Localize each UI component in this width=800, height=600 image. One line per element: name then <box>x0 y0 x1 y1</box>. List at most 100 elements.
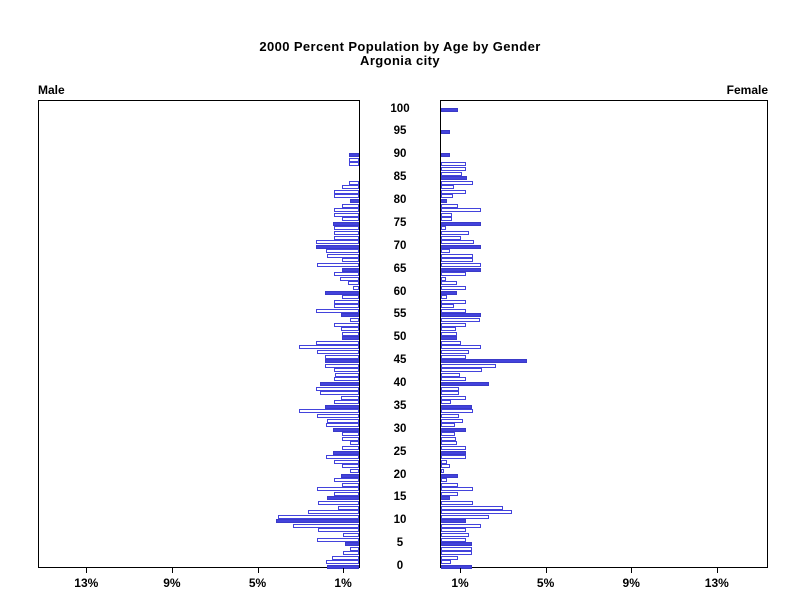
female-bars-panel <box>440 100 768 569</box>
female-tick-5 <box>545 568 547 573</box>
female-bar-age-76 <box>441 217 452 222</box>
male-bar-age-88 <box>349 162 359 167</box>
female-bar-age-36 <box>441 400 451 405</box>
female-bar-age-33 <box>441 414 460 419</box>
male-bar-age-59 <box>341 295 359 300</box>
age-axis-labels: 0 5 10 15 20 25 30 35 40 45 50 55 60 65 70 75 80 85 90 95 10… <box>360 0 440 600</box>
male-bar-age-56 <box>316 308 359 313</box>
male-bar-age-66 <box>317 263 359 268</box>
male-bar-age-52 <box>340 327 359 332</box>
female-bar-age-71 <box>441 240 475 245</box>
female-bar-age-68 <box>441 253 474 258</box>
female-bar-age-45 <box>441 359 527 364</box>
male-bar-age-27 <box>350 441 359 446</box>
male-bar-age-38 <box>320 391 359 396</box>
chart-title-line1: 2000 Percent Population by Age by Gender <box>259 39 541 54</box>
male-bar-age-73 <box>334 231 359 236</box>
female-bar-age-28 <box>441 436 456 441</box>
male-bar-age-14 <box>318 500 359 505</box>
male-bar-age-46 <box>324 354 359 359</box>
female-bar-age-1 <box>441 560 451 565</box>
female-bar-age-59 <box>441 295 448 300</box>
male-bar-age-15 <box>326 496 359 501</box>
male-bar-age-49 <box>316 340 359 345</box>
male-bar-age-58 <box>334 299 359 304</box>
male-bar-age-43 <box>334 368 359 373</box>
female-bar-age-17 <box>441 487 474 492</box>
male-bar-age-10 <box>276 519 359 524</box>
female-bar-age-7 <box>441 532 469 537</box>
female-tick-label-13%: 13% <box>704 576 729 590</box>
male-bar-age-67 <box>341 258 359 263</box>
male-bar-age-84 <box>349 180 359 185</box>
male-bar-age-34 <box>299 409 359 414</box>
male-bar-age-78 <box>334 208 359 213</box>
female-bar-age-10 <box>441 519 467 524</box>
female-bar-age-58 <box>441 299 466 304</box>
female-bar-age-56 <box>441 308 466 313</box>
male-bar-age-20 <box>340 473 359 478</box>
female-bar-age-24 <box>441 455 467 460</box>
female-bar-age-38 <box>441 391 460 396</box>
male-bar-age-54 <box>350 317 359 322</box>
female-bar-age-100 <box>441 107 459 112</box>
male-bar-age-89 <box>349 157 359 162</box>
female-bar-age-60 <box>441 290 458 295</box>
female-bar-age-30 <box>441 427 466 432</box>
female-bar-age-42 <box>441 372 461 377</box>
female-bar-age-57 <box>441 304 454 309</box>
female-bar-age-46 <box>441 354 466 359</box>
female-bar-age-44 <box>441 363 496 368</box>
female-bar-age-49 <box>441 340 462 345</box>
male-bar-age-57 <box>334 304 359 309</box>
female-bar-age-52 <box>441 327 456 332</box>
female-bar-age-73 <box>441 231 469 236</box>
female-bar-age-48 <box>441 345 481 350</box>
female-bar-age-53 <box>441 322 466 327</box>
female-bar-age-90 <box>441 153 450 158</box>
age-tick-label-25: 25 <box>393 445 407 458</box>
male-bar-age-64 <box>334 272 359 277</box>
female-tick-13 <box>716 568 718 573</box>
female-bar-age-79 <box>441 203 459 208</box>
female-bar-age-84 <box>441 180 474 185</box>
male-bar-age-8 <box>318 528 359 533</box>
female-bar-age-3 <box>441 551 473 556</box>
male-bar-age-30 <box>333 427 359 432</box>
female-panel-label: Female <box>726 83 768 97</box>
female-bar-age-87 <box>441 166 467 171</box>
female-bar-age-27 <box>441 441 458 446</box>
female-bar-age-74 <box>441 226 447 231</box>
female-bar-age-70 <box>441 244 481 249</box>
female-bar-age-41 <box>441 377 466 382</box>
female-bar-age-78 <box>441 208 481 213</box>
female-bar-age-54 <box>441 317 480 322</box>
female-bar-age-25 <box>441 450 467 455</box>
female-bar-age-85 <box>441 176 467 181</box>
male-bar-age-2 <box>332 555 359 560</box>
male-bar-age-25 <box>333 450 359 455</box>
male-bar-age-51 <box>341 331 359 336</box>
female-bar-age-22 <box>441 464 450 469</box>
female-bar-age-81 <box>441 194 453 199</box>
female-bar-age-61 <box>441 285 466 290</box>
female-bar-age-18 <box>441 482 459 487</box>
male-bar-age-21 <box>350 468 359 473</box>
male-bar-age-63 <box>339 276 359 281</box>
female-bar-age-8 <box>441 528 467 533</box>
female-bar-age-12 <box>441 510 512 515</box>
male-bar-age-4 <box>350 546 359 551</box>
male-bar-age-35 <box>324 404 359 409</box>
female-bar-age-86 <box>441 171 463 176</box>
male-bar-age-81 <box>334 194 359 199</box>
female-bar-age-39 <box>441 386 460 391</box>
male-bar-age-24 <box>325 455 359 460</box>
male-bar-age-18 <box>341 482 359 487</box>
male-bar-age-90 <box>349 153 359 158</box>
male-bar-age-60 <box>324 290 359 295</box>
age-tick-label-45: 45 <box>393 354 407 367</box>
female-bar-age-15 <box>441 496 450 501</box>
female-bar-age-11 <box>441 514 490 519</box>
age-tick-label-15: 15 <box>393 491 407 504</box>
female-bar-age-16 <box>441 491 459 496</box>
